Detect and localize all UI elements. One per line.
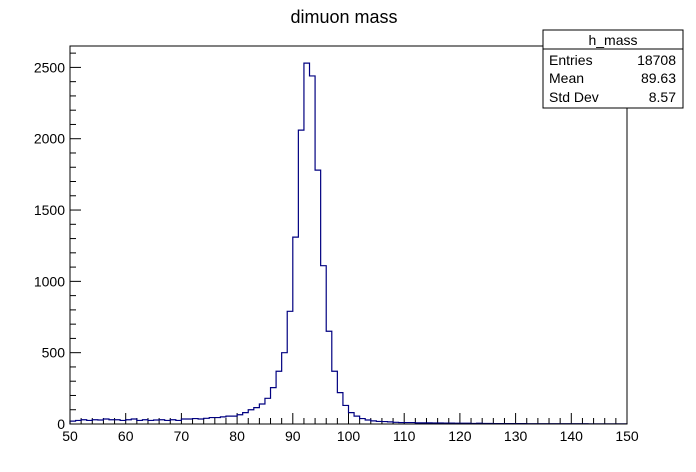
x-tick-label: 110 — [393, 428, 416, 444]
stats-entries-label: Entries — [549, 52, 593, 68]
y-tick-label: 2500 — [34, 59, 65, 75]
x-tick-label: 140 — [560, 428, 584, 444]
stats-box: h_mass Entries 18708 Mean 89.63 Std Dev … — [542, 29, 684, 109]
x-tick-label: 80 — [229, 428, 245, 444]
stats-mean-value: 89.63 — [641, 70, 676, 86]
chart-title: dimuon mass — [290, 7, 397, 27]
x-tick-label: 100 — [337, 428, 361, 444]
stats-mean-label: Mean — [549, 70, 584, 86]
y-tick-label: 2000 — [34, 131, 65, 147]
histogram-series-line — [69, 62, 628, 425]
stats-box-title: h_mass — [588, 32, 637, 48]
stats-box-frame — [542, 29, 684, 109]
stats-stddev-label: Std Dev — [549, 89, 599, 105]
y-tick-label: 0 — [57, 416, 65, 432]
y-tick-label: 1000 — [34, 273, 65, 289]
x-tick-label: 120 — [448, 428, 472, 444]
x-tick-label: 130 — [504, 428, 528, 444]
axes: 50 60 70 80 90 100 110 120 130 140 150050010001500… — [34, 52, 639, 444]
x-tick-label: 70 — [174, 428, 190, 444]
x-tick-label: 50 — [62, 428, 78, 444]
plot-frame — [69, 45, 628, 425]
y-tick-label: 1500 — [34, 202, 65, 218]
stats-stddev-value: 8.57 — [649, 89, 676, 105]
x-tick-label: 90 — [285, 428, 301, 444]
x-tick-label: 150 — [615, 428, 639, 444]
y-tick-label: 500 — [42, 345, 66, 361]
x-tick-label: 60 — [118, 428, 134, 444]
stats-entries-value: 18708 — [637, 52, 676, 68]
